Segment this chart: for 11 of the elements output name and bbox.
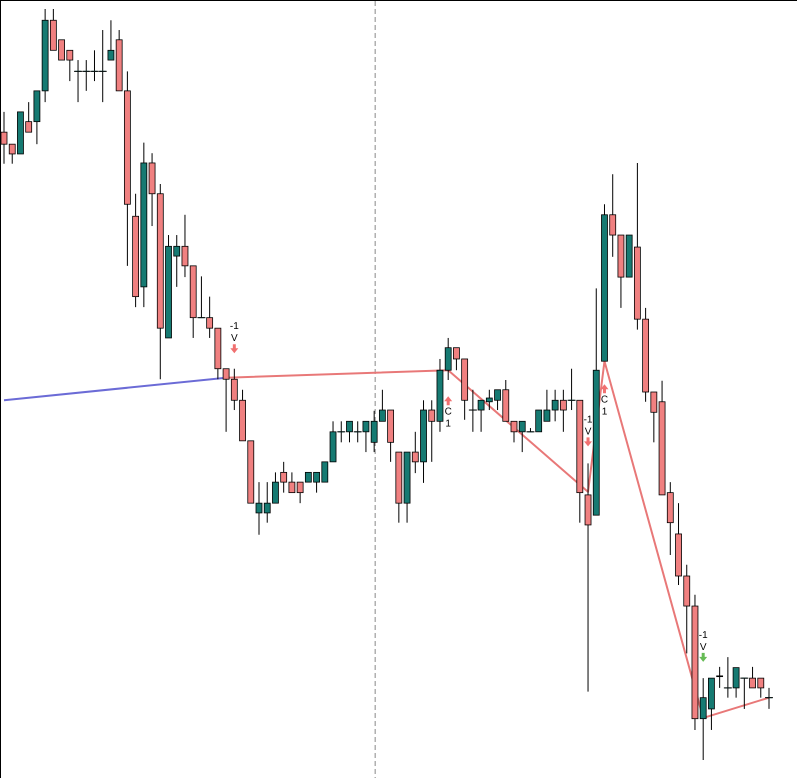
series-label: -1 V bbox=[584, 414, 593, 438]
point bbox=[600, 384, 608, 394]
point bbox=[584, 437, 592, 446]
text: -1 V bbox=[230, 321, 239, 344]
point bbox=[230, 344, 238, 354]
point bbox=[699, 652, 708, 662]
series-label: C 1 bbox=[444, 406, 452, 430]
point bbox=[444, 396, 452, 406]
text: C 1 bbox=[600, 394, 608, 418]
candlestick bbox=[716, 666, 724, 688]
text: -1 V bbox=[698, 630, 708, 653]
